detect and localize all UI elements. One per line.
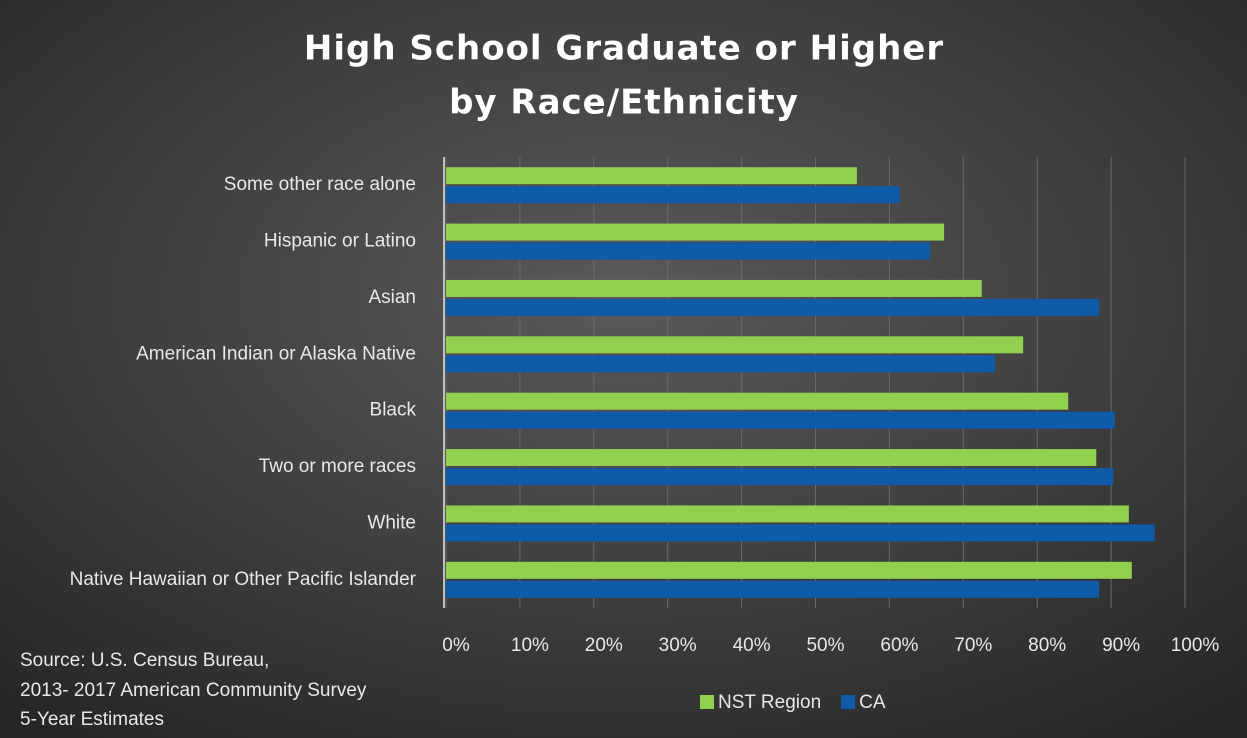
bar — [446, 298, 1100, 316]
legend-label: NST Region — [718, 692, 821, 713]
bar — [446, 167, 857, 185]
y-tick-label: White — [367, 512, 416, 533]
bar — [446, 411, 1115, 429]
x-tick-label: 30% — [659, 635, 697, 656]
y-tick-label: Hispanic or Latino — [264, 231, 416, 252]
bar — [446, 355, 996, 373]
x-tick-label: 70% — [954, 635, 992, 656]
x-tick-label: 10% — [511, 635, 549, 656]
x-tick-label: 100% — [1171, 635, 1220, 656]
x-tick-label: 40% — [733, 635, 771, 656]
bar — [446, 468, 1114, 486]
y-tick-label: Native Hawaiian or Other Pacific Islande… — [70, 569, 417, 590]
chart-title: by Race/Ethnicity — [449, 83, 799, 123]
y-tick-label: Some other race alone — [224, 174, 416, 195]
legend-label: CA — [859, 692, 886, 713]
bar — [446, 279, 982, 297]
bar — [446, 580, 1100, 598]
y-tick-label: American Indian or Alaska Native — [136, 343, 416, 364]
bar — [446, 186, 900, 204]
y-tick-label: Asian — [368, 287, 416, 308]
y-tick-label: Black — [370, 400, 417, 421]
bar — [446, 336, 1024, 354]
legend-swatch — [841, 695, 856, 709]
bar — [446, 392, 1069, 410]
x-tick-label: 60% — [880, 635, 918, 656]
x-tick-label: 80% — [1028, 635, 1066, 656]
bar — [446, 223, 945, 241]
y-tick-label: Two or more races — [259, 456, 416, 477]
source-note: 2013- 2017 American Community Survey — [20, 680, 367, 701]
bar — [446, 449, 1097, 467]
x-tick-label: 50% — [806, 635, 844, 656]
x-tick-label: 20% — [585, 635, 623, 656]
source-note: 5-Year Estimates — [20, 709, 164, 730]
x-tick-label: 90% — [1102, 635, 1140, 656]
bar — [446, 561, 1132, 579]
bar — [446, 242, 931, 260]
x-tick-label: 0% — [442, 635, 470, 656]
chart-title: High School Graduate or Higher — [304, 29, 944, 69]
source-note: Source: U.S. Census Bureau, — [20, 650, 269, 671]
bar — [446, 505, 1129, 523]
legend-swatch — [700, 695, 714, 709]
bar — [446, 524, 1155, 542]
